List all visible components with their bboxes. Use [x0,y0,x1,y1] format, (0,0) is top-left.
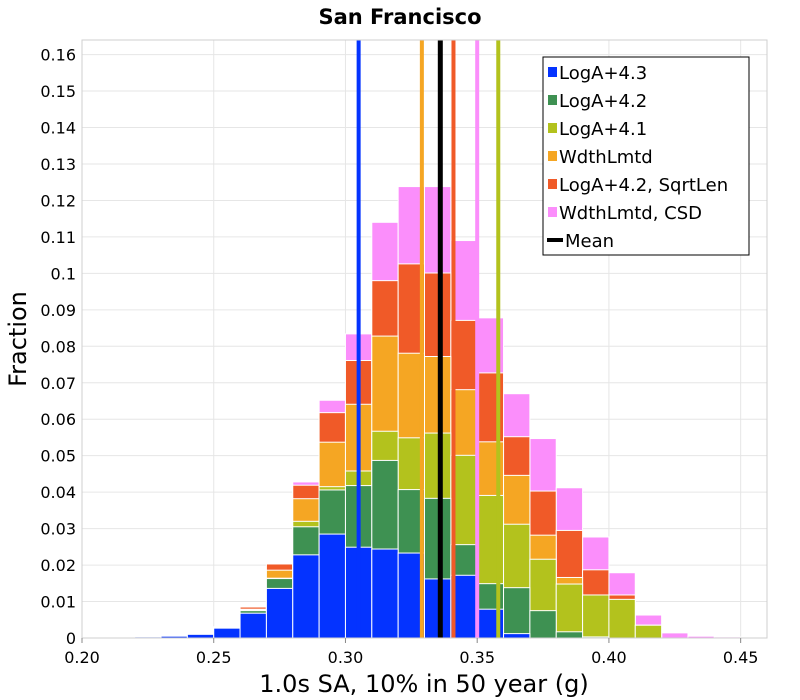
legend: LogA+4.3 LogA+4.2 LogA+4.1 WdthLmtd LogA+4.2… [542,56,750,256]
bar [555,583,584,639]
y-tick-label: 0.08 [40,337,76,356]
legend-swatch [548,123,557,133]
bar [529,610,557,639]
x-tick-label: 0.20 [64,648,100,667]
legend-swatch [548,95,557,105]
y-axis-title: Fraction [4,291,32,387]
chart-title: San Francisco [318,5,481,29]
legend-label: WdthLmtd [559,147,653,168]
x-axis-title: 1.0s SA, 10% in 50 year (g) [259,670,588,698]
x-tick-label: 0.35 [459,648,495,667]
y-tick-label: 0.15 [40,82,76,101]
y-tick-label: 0.13 [40,155,76,174]
x-tick-label: 0.40 [591,648,627,667]
legend-swatch [548,179,557,189]
bar [503,587,531,639]
y-tick-label: 0.16 [40,46,76,65]
bar [555,631,584,639]
legend-box [542,56,750,256]
legend-label: LogA+4.1 [559,119,647,140]
y-tick-label: 0 [66,629,76,648]
legend-label: LogA+4.2, SqrtLen [559,175,728,196]
mean-lines-layer [356,40,501,638]
bar [582,594,610,639]
x-tick-label: 0.25 [196,648,232,667]
legend-swatch [548,67,557,77]
bar [239,612,267,639]
bar [608,598,636,639]
y-tick-label: 0.06 [40,410,76,429]
bar [292,554,320,639]
y-tick-label: 0.1 [51,264,76,283]
legend-label: WdthLmtd, CSD [559,203,702,224]
y-tick-label: 0.07 [40,374,76,393]
y-tick-label: 0.02 [40,556,76,575]
x-tick-label: 0.30 [328,648,364,667]
bar [424,578,452,639]
y-tick-label: 0.14 [40,119,76,138]
bar [661,632,689,639]
legend-label: LogA+4.2 [559,91,647,112]
bar [503,633,531,639]
bar [318,533,346,639]
plot-frame [81,39,768,639]
legend-label: LogA+4.3 [559,63,647,84]
y-tick-label: 0.03 [40,520,76,539]
bar [371,548,399,639]
y-tick-label: 0.12 [40,191,76,210]
y-tick-label: 0.04 [40,483,76,502]
legend-label: Mean [565,231,614,252]
y-tick-label: 0.11 [40,228,76,247]
bar [634,624,663,639]
bar [265,587,294,639]
y-tick-label: 0.01 [40,593,76,612]
legend-swatch [548,151,557,161]
y-tick-label: 0.05 [40,447,76,466]
legend-swatch [548,207,557,217]
x-axis: 0.20 0.25 0.30 0.35 0.40 0.45 [64,638,758,667]
bar [186,633,215,639]
bar [213,627,241,639]
y-axis: 0 0.01 0.02 0.03 0.04 0.05 0.06 0.07 0.08 0.09 0.1… [40,46,76,648]
x-tick-label: 0.45 [723,648,759,667]
y-tick-label: 0.09 [40,301,76,320]
